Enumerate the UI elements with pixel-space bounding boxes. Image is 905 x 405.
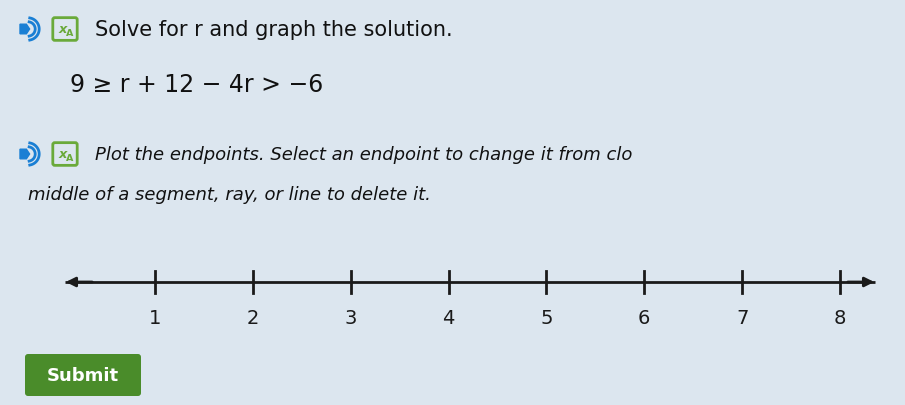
Text: 1: 1 — [148, 308, 161, 327]
Text: x: x — [58, 23, 67, 36]
Polygon shape — [20, 150, 30, 160]
Polygon shape — [20, 25, 30, 35]
Text: 2: 2 — [247, 308, 259, 327]
Text: middle of a segment, ray, or line to delete it.: middle of a segment, ray, or line to del… — [28, 185, 431, 203]
Text: Submit: Submit — [47, 366, 119, 384]
Text: x: x — [58, 147, 67, 160]
Text: 6: 6 — [638, 308, 651, 327]
Text: 3: 3 — [345, 308, 357, 327]
FancyBboxPatch shape — [25, 354, 141, 396]
Text: 8: 8 — [834, 308, 846, 327]
Text: Plot the endpoints. Select an endpoint to change it from clo: Plot the endpoints. Select an endpoint t… — [95, 146, 633, 164]
Text: 4: 4 — [443, 308, 454, 327]
Text: 9 ≥ r + 12 − 4r > −6: 9 ≥ r + 12 − 4r > −6 — [70, 73, 323, 97]
Text: A: A — [65, 153, 73, 162]
Text: 5: 5 — [540, 308, 553, 327]
Text: Solve for r and graph the solution.: Solve for r and graph the solution. — [95, 20, 452, 40]
Text: 7: 7 — [736, 308, 748, 327]
Text: A: A — [65, 28, 73, 38]
